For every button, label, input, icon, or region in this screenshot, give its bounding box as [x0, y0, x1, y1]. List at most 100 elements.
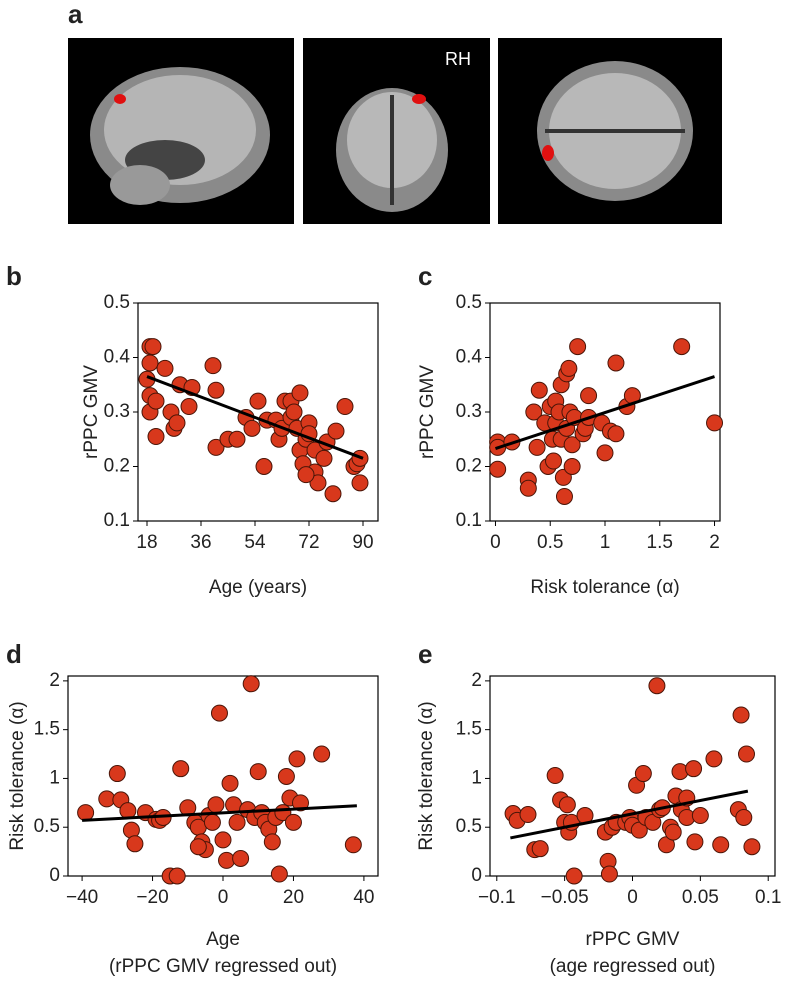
y-tick-label: 0.5 [456, 816, 482, 837]
data-point [255, 458, 273, 475]
x-tick-label: 20 [283, 887, 304, 908]
y-axis-label: Risk tolerance (α) [7, 701, 28, 850]
y-tick-label: 0.2 [456, 456, 482, 477]
trend-line [510, 789, 749, 840]
x-tick-label: 0 [627, 887, 638, 908]
data-point [735, 808, 753, 826]
data-point [489, 460, 507, 478]
data-point [144, 338, 162, 356]
x-tick-label: 18 [136, 532, 157, 553]
data-point [147, 392, 165, 410]
data-point [207, 796, 225, 814]
y-axis-label: Risk tolerance (α) [416, 701, 437, 850]
x-axis-label: (age regressed out) [550, 956, 716, 977]
x-tick-label: 2 [709, 532, 720, 553]
data-point [686, 833, 704, 851]
data-point [563, 436, 581, 454]
x-axis-label: Age (years) [209, 577, 307, 598]
data-point [168, 414, 186, 432]
data-point [673, 338, 691, 356]
y-tick-label: 1 [471, 767, 482, 788]
panel-label: c [418, 261, 432, 291]
data-point [98, 790, 116, 808]
data-point [738, 745, 755, 763]
data-point [292, 794, 309, 812]
data-point [600, 865, 618, 883]
y-tick-label: 0.1 [456, 510, 482, 531]
y-tick-label: 0.4 [456, 347, 483, 368]
data-point [297, 466, 315, 484]
data-point [228, 813, 246, 831]
x-tick-label: 0.05 [682, 887, 719, 908]
panel-label: d [6, 639, 22, 669]
data-point [706, 414, 724, 432]
y-tick-label: 1 [49, 767, 60, 788]
data-point [242, 675, 260, 693]
y-axis-label: rPPC GMV [81, 365, 102, 459]
trend-line [495, 375, 715, 450]
y-tick-label: 0.1 [104, 510, 130, 531]
trend-line [146, 375, 364, 460]
data-point [607, 425, 625, 443]
y-tick-label: 1.5 [456, 719, 482, 740]
panel-label: a [68, 0, 83, 29]
x-tick-label: 0 [490, 532, 501, 553]
y-tick-label: 0.3 [456, 401, 482, 422]
x-tick-label: 0 [218, 887, 229, 908]
hemisphere-label: RH [445, 49, 471, 69]
y-tick-label: 0 [471, 865, 482, 886]
data-point [77, 804, 95, 822]
data-point [218, 851, 236, 869]
y-tick-label: 0.5 [34, 816, 60, 837]
data-point [324, 485, 342, 503]
x-axis-label: Risk tolerance (α) [530, 577, 679, 598]
data-point [685, 760, 703, 778]
data-point [344, 836, 362, 854]
y-axis-label: rPPC GMV [417, 365, 438, 459]
data-point [336, 398, 354, 416]
data-point [285, 403, 303, 421]
panel-label: e [418, 639, 432, 669]
data-point [555, 487, 573, 505]
brain-axial [498, 38, 722, 224]
data-point [327, 422, 345, 440]
y-tick-label: 0.5 [104, 292, 130, 313]
data-point [180, 398, 198, 416]
data-point [705, 750, 723, 768]
x-tick-label: 72 [298, 532, 319, 553]
x-axis-label: Age [206, 929, 240, 950]
x-tick-label: 1 [600, 532, 611, 553]
data-point [313, 745, 331, 763]
data-point [545, 452, 563, 470]
data-point [147, 428, 165, 446]
data-point [530, 381, 548, 399]
data-point [141, 354, 159, 372]
data-point [214, 831, 232, 849]
x-tick-label: 36 [190, 532, 211, 553]
data-point [221, 774, 239, 792]
data-point [232, 849, 250, 867]
brain-sagittal [68, 38, 294, 224]
x-tick-label: 0.5 [537, 532, 563, 553]
data-point [156, 359, 174, 377]
x-tick-label: 1.5 [647, 532, 673, 553]
data-point [309, 474, 327, 492]
data-point [580, 387, 598, 405]
data-point [558, 796, 576, 814]
y-tick-label: 1.5 [34, 719, 60, 740]
x-tick-label: −40 [66, 887, 98, 908]
data-point [691, 807, 709, 825]
data-point [207, 381, 225, 399]
data-point [565, 867, 583, 885]
data-point [126, 835, 144, 853]
data-point [315, 449, 333, 467]
data-point [243, 419, 261, 437]
data-point [664, 823, 682, 841]
data-point [743, 838, 761, 856]
y-tick-label: 0.2 [104, 456, 130, 477]
x-axis-label: rPPC GMV [586, 929, 680, 950]
data-point [519, 479, 537, 497]
trend-line [82, 804, 357, 822]
y-tick-label: 2 [471, 670, 482, 691]
